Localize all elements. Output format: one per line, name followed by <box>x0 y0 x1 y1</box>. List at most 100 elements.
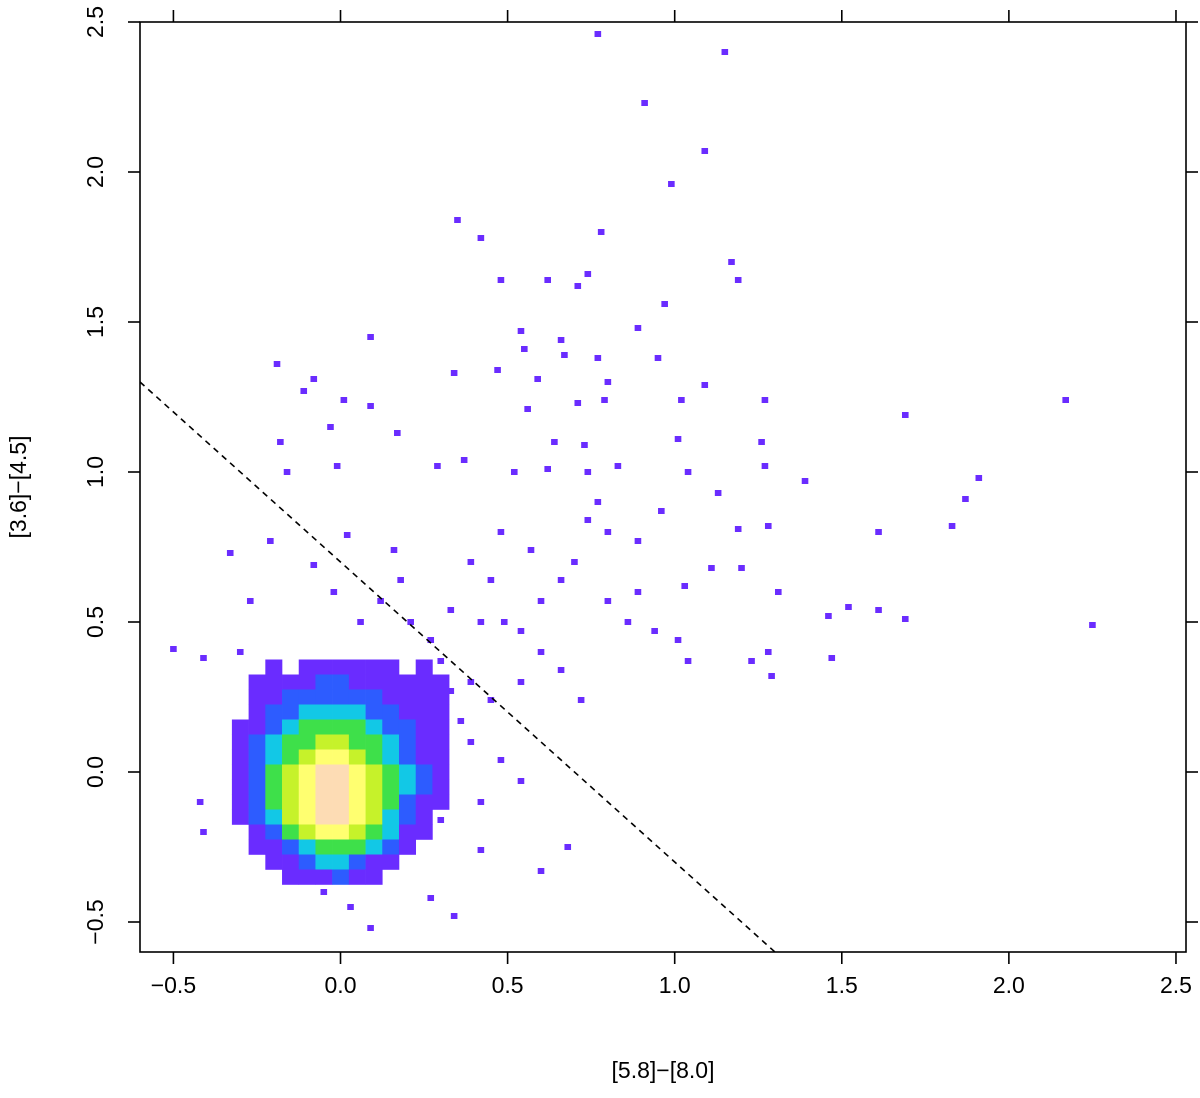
density-cell <box>365 749 383 765</box>
x-tick-label: 2.5 <box>1160 972 1192 998</box>
density-cell <box>231 749 249 765</box>
density-cell <box>382 734 400 750</box>
point <box>544 466 552 472</box>
density-cell <box>248 839 266 855</box>
point <box>434 463 441 469</box>
x-tick-label: 1.0 <box>659 972 691 998</box>
point <box>828 655 836 661</box>
density-cell <box>298 839 316 855</box>
density-cell <box>415 719 433 735</box>
point <box>651 628 658 634</box>
point <box>597 229 605 235</box>
point <box>390 547 398 553</box>
point <box>761 397 769 403</box>
point <box>641 100 648 106</box>
density-cell <box>298 824 316 840</box>
density-cell <box>332 824 350 840</box>
density-cell <box>365 734 383 750</box>
point <box>500 619 508 625</box>
x-tick-label: 0.5 <box>492 972 524 998</box>
point <box>537 649 545 655</box>
density-cell <box>332 749 350 765</box>
density-cell <box>398 674 417 690</box>
density-cell <box>332 869 350 885</box>
density-cell <box>298 794 316 810</box>
density-cell <box>382 854 400 870</box>
point <box>200 829 207 835</box>
point <box>701 382 709 388</box>
point <box>477 619 485 625</box>
point <box>437 658 445 664</box>
density-cell <box>332 674 350 690</box>
density-cell <box>365 719 383 735</box>
density-cell <box>415 674 433 690</box>
point <box>721 49 729 55</box>
point <box>544 277 552 283</box>
density-cell <box>315 749 333 765</box>
density-cell <box>282 854 300 870</box>
density-cell <box>298 704 316 720</box>
density-cell <box>365 704 383 720</box>
point <box>594 499 602 505</box>
density-cell <box>348 839 366 855</box>
y-tick-label: 1.0 <box>82 456 108 488</box>
point <box>681 583 689 589</box>
density-cell <box>315 809 333 825</box>
point <box>343 532 351 538</box>
point <box>768 673 775 679</box>
point <box>674 436 682 442</box>
density-cell <box>332 794 350 810</box>
density-cell <box>365 794 383 810</box>
point <box>367 403 374 409</box>
point <box>517 328 525 334</box>
density-cell <box>231 779 249 795</box>
point <box>571 559 578 565</box>
density-cell <box>265 809 283 825</box>
point <box>460 457 468 463</box>
density-cell <box>248 689 266 705</box>
density-cell <box>282 824 300 840</box>
density-cell <box>332 839 350 855</box>
point <box>534 376 541 382</box>
point <box>774 589 782 595</box>
density-cell <box>365 869 383 885</box>
point <box>450 370 458 376</box>
density-cell <box>248 764 266 780</box>
reference-line <box>140 381 776 952</box>
point <box>678 397 685 403</box>
point <box>975 475 983 481</box>
density-cell <box>265 824 283 840</box>
density-cell <box>432 764 450 780</box>
point <box>407 619 414 625</box>
point <box>327 424 334 430</box>
density-cell <box>298 674 316 690</box>
density-cell <box>382 794 400 810</box>
point <box>574 400 582 406</box>
density-cell <box>415 659 433 675</box>
density-cell <box>248 779 266 795</box>
point <box>494 367 501 373</box>
point <box>300 388 308 394</box>
density-cell <box>282 674 300 690</box>
point <box>728 259 735 265</box>
point <box>320 889 328 895</box>
density-cell <box>365 809 383 825</box>
density-cell <box>382 659 400 675</box>
point <box>1062 397 1069 403</box>
density-cell <box>315 839 333 855</box>
density-cell <box>265 839 283 855</box>
density-cell <box>432 794 450 810</box>
point <box>537 598 545 604</box>
density-cell <box>265 674 283 690</box>
density-cell <box>298 854 316 870</box>
density-cell <box>282 779 300 795</box>
density-cell <box>332 719 350 735</box>
point <box>450 913 458 919</box>
density-cell <box>398 689 417 705</box>
x-tick-label: 2.0 <box>993 972 1025 998</box>
point <box>333 463 341 469</box>
point <box>427 637 435 643</box>
density-cell <box>415 734 433 750</box>
point <box>367 334 374 340</box>
point <box>594 31 602 37</box>
